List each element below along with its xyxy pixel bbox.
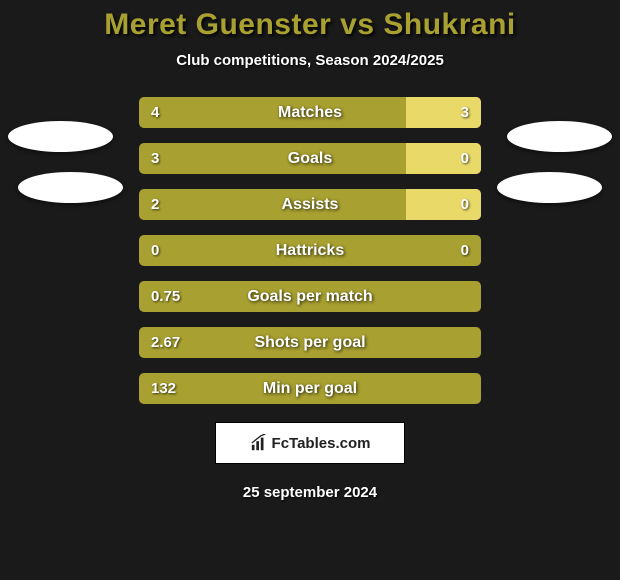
subtitle: Club competitions, Season 2024/2025 xyxy=(0,52,620,69)
stat-row: 3Goals0 xyxy=(139,143,481,174)
brand-text: FcTables.com xyxy=(272,435,371,452)
player-photo-right-2 xyxy=(497,172,602,203)
stat-label: Matches xyxy=(139,97,481,128)
player-photo-right-1 xyxy=(507,121,612,152)
stat-label: Shots per goal xyxy=(139,327,481,358)
stat-value-right: 3 xyxy=(449,97,481,128)
date-label: 25 september 2024 xyxy=(0,484,620,501)
stat-label: Hattricks xyxy=(139,235,481,266)
stat-row: 2Assists0 xyxy=(139,189,481,220)
stat-label: Goals per match xyxy=(139,281,481,312)
stat-value-right: 0 xyxy=(449,189,481,220)
stat-label: Min per goal xyxy=(139,373,481,404)
stats-bars: 4Matches33Goals02Assists00Hattricks00.75… xyxy=(139,97,481,404)
player-photo-left-1 xyxy=(8,121,113,152)
brand-badge[interactable]: FcTables.com xyxy=(215,422,405,464)
comparison-card: Meret Guenster vs Shukrani Club competit… xyxy=(0,0,620,580)
stat-row: 4Matches3 xyxy=(139,97,481,128)
stat-value-right: 0 xyxy=(449,143,481,174)
stat-label: Assists xyxy=(139,189,481,220)
player-photo-left-2 xyxy=(18,172,123,203)
stat-row: 0.75Goals per match xyxy=(139,281,481,312)
stat-row: 132Min per goal xyxy=(139,373,481,404)
chart-icon xyxy=(250,434,268,452)
page-title: Meret Guenster vs Shukrani xyxy=(0,8,620,42)
stat-row: 2.67Shots per goal xyxy=(139,327,481,358)
stat-value-right: 0 xyxy=(449,235,481,266)
stat-row: 0Hattricks0 xyxy=(139,235,481,266)
stat-label: Goals xyxy=(139,143,481,174)
